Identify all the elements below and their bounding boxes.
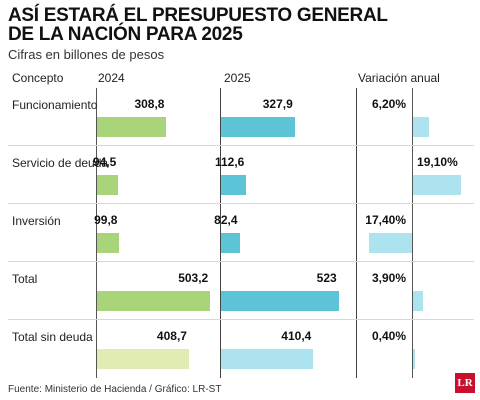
row-separator [8,203,474,204]
bar-2024-servicio-deuda [97,175,119,195]
axis-variation [412,88,413,378]
value-2025-inversion: 82,4 [214,213,238,227]
bar-2025-inversion [221,233,240,253]
value-2024-total-sin-deuda: 408,7 [156,329,187,343]
value-variation-inversion: 17,40% [365,213,406,227]
row-label-inversion: Inversión [12,214,61,228]
value-2024-funcionamiento: 308,8 [134,97,165,111]
bar-2024-total-sin-deuda [97,349,189,369]
bar-variation-total-sin-deuda [413,349,415,369]
title-line-1: ASÍ ESTARÁ EL PRESUPUESTO GENERAL [8,5,388,26]
divider-2024-2025 [220,88,221,378]
bar-2024-funcionamiento [97,117,167,137]
row-separator [8,145,474,146]
header-concept: Concepto [12,71,64,85]
lr-logo: LR [455,373,475,393]
row-label-total: Total [12,272,38,286]
divider-2025-variation [356,88,357,378]
source-note: Fuente: Ministerio de Hacienda / Gráfico… [8,384,222,395]
axis-2024 [96,88,97,378]
row-label-total-sin-deuda: Total sin deuda [12,330,93,344]
bar-variation-total [413,291,423,311]
value-2025-funcionamiento: 327,9 [262,97,293,111]
value-2025-total-sin-deuda: 410,4 [281,329,312,343]
bar-variation-servicio-deuda [413,175,461,195]
bar-2025-total-sin-deuda [221,349,314,369]
chart-subtitle: Cifras en billones de pesos [8,47,165,62]
bar-2025-servicio-deuda [221,175,247,195]
value-variation-servicio-deuda: 19,10% [417,155,458,169]
row-label-servicio-deuda: Servicio de deuda [12,156,109,170]
value-2024-inversion: 99,8 [94,213,118,227]
chart-title: ASÍ ESTARÁ EL PRESUPUESTO GENERAL DE LA … [8,6,478,44]
header-variation: Variación anual [358,71,440,85]
bar-2024-total [97,291,211,311]
value-2025-servicio-deuda: 112,6 [214,155,245,169]
row-separator [8,319,474,320]
value-variation-total: 3,90% [371,271,406,285]
header-2024: 2024 [98,71,125,85]
title-line-2: DE LA NACIÓN PARA 2025 [8,24,243,45]
bar-2024-inversion [97,233,120,253]
bar-variation-funcionamiento [413,117,429,137]
row-separator [8,261,474,262]
value-2024-total: 503,2 [178,271,209,285]
bar-2025-funcionamiento [221,117,295,137]
bar-2025-total [221,291,339,311]
row-label-funcionamiento: Funcionamiento [12,98,98,112]
header-2025: 2025 [224,71,251,85]
value-2024-servicio-deuda: 94,5 [92,155,117,169]
value-variation-total-sin-deuda: 0,40% [371,329,406,343]
bar-variation-inversion [368,233,412,253]
value-2025-total: 523 [316,271,337,285]
value-variation-funcionamiento: 6,20% [371,97,406,111]
